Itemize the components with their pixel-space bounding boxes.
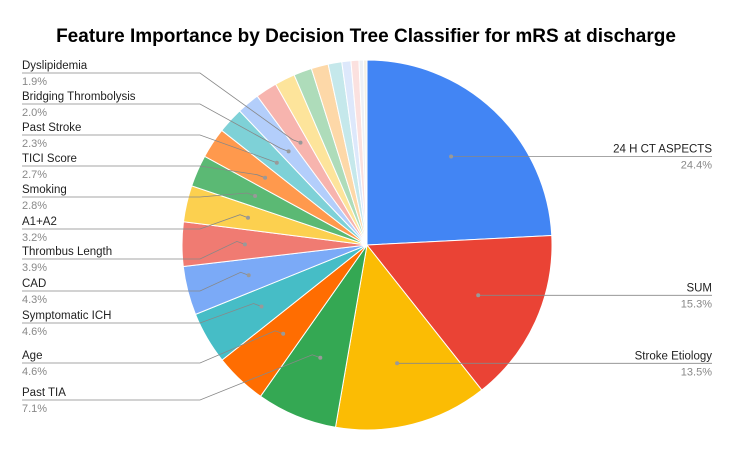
leader-line-a1-a2: [22, 214, 249, 230]
leader-line-age: [22, 330, 284, 364]
leader-dot-smoking: [253, 194, 258, 198]
leader-line-thrombus-length: [22, 240, 246, 260]
slice-label-tici-score: TICI Score: [22, 153, 77, 165]
slice-label-past-tia: Past TIA: [22, 387, 66, 399]
slice-percent-thrombus-length: 3.9%: [22, 262, 47, 274]
slice-percent-bridging-thrombolysis: 2.0%: [22, 107, 47, 119]
leader-dot-bridging-thrombolysis: [286, 149, 291, 154]
slice-label-thrombus-length: Thrombus Length: [22, 246, 112, 258]
slice-percent-sum: 15.3%: [681, 298, 712, 310]
leader-dot-past-stroke: [274, 160, 279, 165]
slice-percent-stroke-etiology: 13.5%: [681, 366, 712, 378]
slice-percent-tici-score: 2.7%: [22, 169, 47, 181]
leader-dot-dyslipidemia: [298, 140, 303, 145]
pie-slices: [181, 59, 553, 431]
leader-dot-a1-a2: [246, 215, 250, 220]
leader-line-bridging-thrombolysis: [22, 103, 289, 152]
slice-percent-past-stroke: 2.3%: [22, 138, 47, 150]
pie-slice-stroke-etiology: [334, 243, 483, 431]
leader-dot-age: [281, 331, 286, 336]
slice-percent-smoking: 2.8%: [22, 200, 47, 212]
leader-dot-24-h-ct-aspects: [449, 154, 454, 159]
pie-slice-24-h-ct-aspects: [366, 59, 553, 246]
slice-label-a1-a2: A1+A2: [22, 216, 57, 228]
leader-line-smoking: [22, 192, 256, 198]
slice-label-age: Age: [22, 350, 42, 362]
pie-slice-21: [363, 59, 368, 246]
slice-percent-24-h-ct-aspects: 24.4%: [681, 160, 712, 172]
slice-percent-a1-a2: 3.2%: [22, 232, 47, 244]
leader-lines: [22, 72, 712, 401]
slice-label-dyslipidemia: Dyslipidemia: [22, 60, 88, 72]
slice-percent-symptomatic-ich: 4.6%: [22, 326, 47, 338]
slice-label-bridging-thrombolysis: Bridging Thrombolysis: [22, 91, 136, 103]
leader-dot-stroke-etiology: [395, 361, 400, 366]
slice-label-symptomatic-ich: Symptomatic ICH: [22, 310, 111, 322]
leader-dot-symptomatic-ich: [259, 304, 264, 309]
slice-percent-age: 4.6%: [22, 366, 47, 378]
slice-label-cad: CAD: [22, 278, 46, 290]
pie-slice-sum: [366, 234, 553, 391]
leader-line-cad: [22, 271, 249, 292]
slice-percent-cad: 4.3%: [22, 294, 47, 306]
slice-labels: 24 H CT ASPECTS 24.4% SUM 15.3% Stroke Etiol…: [22, 60, 712, 415]
chart-title: Feature Importance by Decision Tree Clas…: [56, 26, 676, 47]
slice-percent-dyslipidemia: 1.9%: [22, 76, 47, 88]
slice-label-smoking: Smoking: [22, 184, 67, 196]
slice-percent-past-tia: 7.1%: [22, 403, 47, 415]
leader-line-tici-score: [22, 165, 266, 179]
leader-dot-sum: [476, 293, 481, 298]
leader-line-past-tia: [22, 354, 321, 401]
slice-label-stroke-etiology: Stroke Etiology: [635, 350, 713, 362]
leader-line-past-stroke: [22, 134, 277, 164]
leader-dot-cad: [246, 273, 251, 278]
leader-line-dyslipidemia: [22, 72, 301, 143]
leader-dot-past-tia: [318, 355, 323, 360]
slice-label-sum: SUM: [686, 282, 712, 294]
leader-dot-thrombus-length: [242, 242, 247, 247]
slice-label-past-stroke: Past Stroke: [22, 122, 81, 134]
leader-dot-tici-score: [263, 175, 268, 180]
leader-line-symptomatic-ich: [22, 303, 262, 324]
slice-label-24-h-ct-aspects: 24 H CT ASPECTS: [613, 144, 712, 156]
